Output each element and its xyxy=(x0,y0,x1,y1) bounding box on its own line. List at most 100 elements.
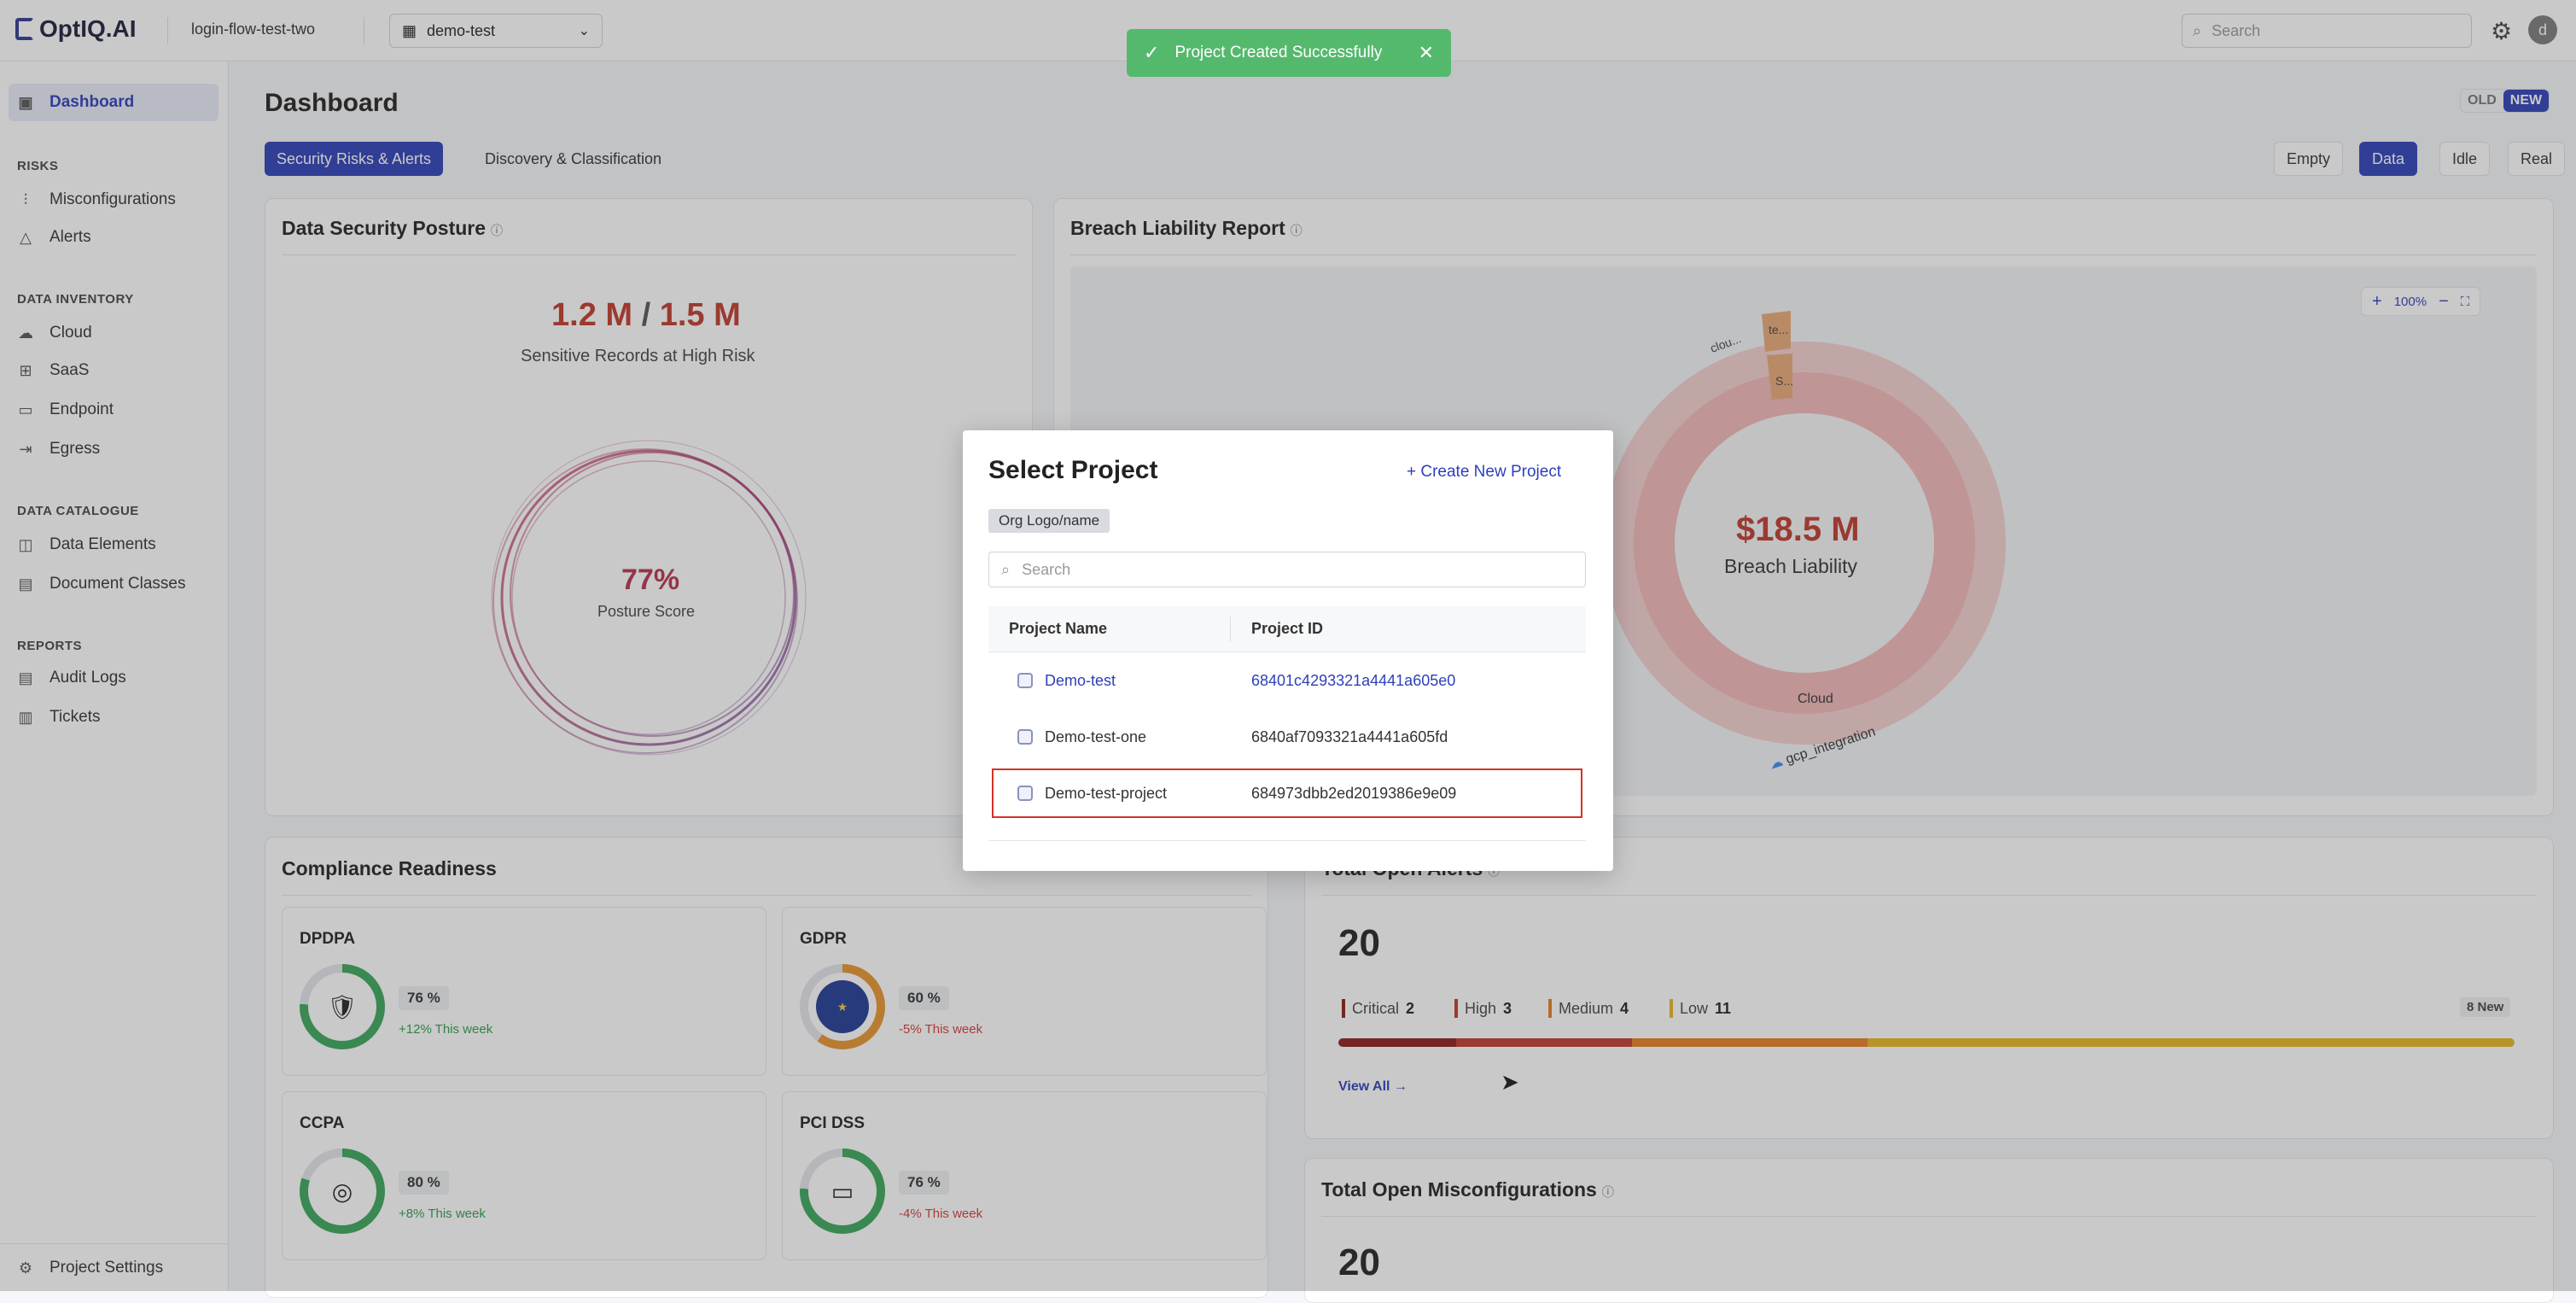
sidebar-section-data-inventory: DATA INVENTORY xyxy=(17,292,134,307)
divider xyxy=(988,840,1586,841)
info-icon[interactable]: ⓘ xyxy=(1290,224,1303,237)
warning-icon: △ xyxy=(20,228,32,246)
sidebar-item-egress[interactable]: ⇥ Egress xyxy=(9,430,219,468)
info-icon[interactable]: ⓘ xyxy=(1601,1185,1614,1199)
table-row[interactable]: Demo-test-one 6840af7093321a4441a605fd xyxy=(988,709,1586,765)
project-icon xyxy=(1017,786,1033,801)
breach-amount: $18.5 M xyxy=(1736,511,1860,548)
view-all-link[interactable]: View All → xyxy=(1338,1079,1407,1094)
sidebar: ▣ Dashboard RISKS ⫶ Misconfigurations △ Ale… xyxy=(0,61,229,1291)
column-header-id: Project ID xyxy=(1251,620,1324,637)
compliance-item-gdpr[interactable]: GDPR ★ 60 % -5% This week xyxy=(782,907,1267,1076)
chevron-down-icon: ⌄ xyxy=(578,24,590,38)
sidebar-item-alerts[interactable]: △ Alerts xyxy=(9,219,219,256)
compliance-title: Compliance Readiness xyxy=(282,857,497,879)
apps-icon: ⊞ xyxy=(19,361,32,379)
user-avatar[interactable]: d xyxy=(2528,15,2557,44)
divider xyxy=(282,254,1016,255)
project-icon xyxy=(1017,673,1033,688)
project-selector[interactable]: ▦ demo-test ⌄ xyxy=(389,14,603,48)
divider xyxy=(1321,1216,2537,1217)
project-table: Project Name Project ID Demo-test 68401c… xyxy=(988,606,1586,821)
sidebar-item-audit-logs[interactable]: ▤ Audit Logs xyxy=(18,669,126,687)
dashboard-icon: ▣ xyxy=(18,93,33,111)
sidebar-item-dashboard[interactable]: ▣ Dashboard xyxy=(9,84,219,121)
create-new-project-button[interactable]: + Create New Project xyxy=(1407,463,1562,481)
records-at-risk: 1.2 M / 1.5 M xyxy=(551,297,741,333)
severity-bar xyxy=(1338,1038,2515,1047)
sidebar-item-tickets[interactable]: ▥ Tickets xyxy=(18,708,101,726)
trend-up: +8% This week xyxy=(399,1207,486,1221)
mode-data[interactable]: Data xyxy=(2359,142,2418,176)
gear-icon: ⚙ xyxy=(18,1259,33,1277)
settings-gear-icon[interactable]: ⚙ xyxy=(2491,18,2513,44)
sidebar-item-data-elements[interactable]: ◫ Data Elements xyxy=(18,535,156,553)
org-name: login-flow-test-two xyxy=(191,20,316,38)
posture-card xyxy=(265,198,1033,816)
divider xyxy=(1321,895,2537,896)
mode-empty[interactable]: Empty xyxy=(2274,142,2344,176)
page-title: Dashboard xyxy=(265,89,399,117)
global-search-input[interactable]: ⌕ Search xyxy=(2182,14,2472,48)
sidebar-item-saas[interactable]: ⊞ SaaS xyxy=(9,352,219,389)
severity-medium: Medium 4 xyxy=(1548,999,1629,1018)
ticket-icon: ▥ xyxy=(18,708,33,726)
sliders-icon: ⫶ xyxy=(23,190,28,208)
log-icon: ▤ xyxy=(18,669,33,687)
progress-ring: ▭ xyxy=(800,1148,885,1234)
misconfig-title: Total Open Misconfigurations ⓘ xyxy=(1321,1178,1614,1201)
version-toggle[interactable]: OLD NEW xyxy=(2460,89,2550,113)
alerts-card xyxy=(1304,837,2554,1139)
divider xyxy=(282,895,1251,896)
compliance-item-dpdpa[interactable]: DPDPA 🛡 76 % +12% This week xyxy=(282,907,766,1076)
breach-amount-label: Breach Liability xyxy=(1724,555,1857,577)
mode-real[interactable]: Real xyxy=(2508,142,2566,176)
sidebar-item-cloud[interactable]: ☁ Cloud xyxy=(18,324,92,342)
divider xyxy=(1070,254,2537,255)
severity-critical: Critical 2 xyxy=(1342,999,1414,1018)
severity-bar-high xyxy=(1455,1038,1633,1047)
sidebar-footer: ⚙ Project Settings xyxy=(0,1243,229,1291)
sidebar-item-project-settings[interactable]: ⚙ Project Settings xyxy=(18,1259,164,1277)
mouse-cursor-icon: ➤ xyxy=(1501,1069,1519,1095)
posture-score: 77% xyxy=(621,564,680,596)
old-toggle[interactable]: OLD xyxy=(2468,93,2497,108)
compliance-item-ccpa[interactable]: CCPA ◎ 80 % +8% This week xyxy=(282,1091,766,1260)
alerts-count: 20 xyxy=(1338,922,1380,964)
severity-bar-critical xyxy=(1338,1038,1456,1047)
search-icon: ⌕ xyxy=(1001,560,1011,578)
trend-down: -5% This week xyxy=(899,1022,983,1037)
project-search-input[interactable]: ⌕ Search xyxy=(988,552,1586,587)
app-logo[interactable]: OptIQ.AI xyxy=(15,15,137,43)
table-row[interactable]: Demo-test 68401c4293321a4441a605e0 xyxy=(988,652,1586,709)
tab-discovery[interactable]: Discovery & Classification xyxy=(485,149,662,167)
segment-label: te... xyxy=(1769,323,1789,336)
segment-label: Cloud xyxy=(1798,692,1833,706)
table-row-selected[interactable]: Demo-test-project 684973dbb2ed2019386e9e… xyxy=(988,765,1586,821)
breach-donut xyxy=(1603,311,2006,745)
zoom-out-icon[interactable]: − xyxy=(2439,291,2449,311)
document-icon: ▤ xyxy=(18,575,33,593)
check-circle-icon: ✓ xyxy=(1144,42,1160,63)
trend-down: -4% This week xyxy=(899,1207,983,1221)
column-header-name: Project Name xyxy=(988,616,1231,642)
posture-title: Data Security Posture ⓘ xyxy=(282,217,504,239)
cloud-icon: ☁ xyxy=(18,324,33,342)
tab-security-risks[interactable]: Security Risks & Alerts xyxy=(265,142,444,176)
zoom-in-icon[interactable]: + xyxy=(2372,291,2382,311)
sidebar-item-misconfigurations[interactable]: ⫶ Misconfigurations xyxy=(9,181,219,219)
misconfig-count: 20 xyxy=(1338,1242,1380,1283)
eu-stars-icon: ★ xyxy=(808,973,877,1041)
new-alerts-badge: 8 New xyxy=(2460,997,2511,1017)
sidebar-item-endpoint[interactable]: ▭ Endpoint xyxy=(18,400,114,418)
pci-card-icon: ▭ xyxy=(808,1157,877,1225)
info-icon[interactable]: ⓘ xyxy=(491,224,504,237)
divider xyxy=(167,17,168,44)
sidebar-item-document-classes[interactable]: ▤ Document Classes xyxy=(18,575,186,593)
new-toggle[interactable]: NEW xyxy=(2503,90,2550,112)
compliance-item-pci-dss[interactable]: PCI DSS ▭ 76 % -4% This week xyxy=(782,1091,1267,1260)
mode-idle[interactable]: Idle xyxy=(2439,142,2491,176)
fullscreen-icon[interactable]: ⛶ xyxy=(2460,294,2470,309)
select-project-modal: Select Project + Create New Project Org … xyxy=(963,430,1613,871)
close-icon[interactable]: ✕ xyxy=(1418,42,1434,63)
